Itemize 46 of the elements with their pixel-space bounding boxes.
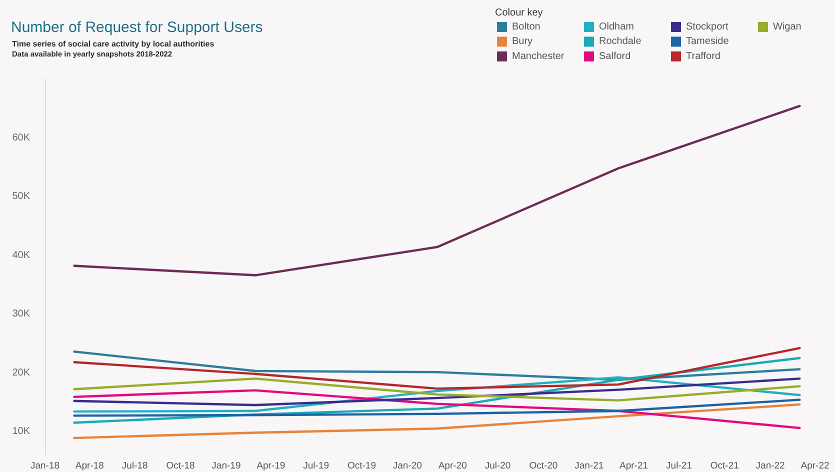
x-tick-label: Oct-19: [347, 460, 376, 472]
x-tick-label: Apr-21: [620, 460, 648, 472]
legend-label: Wigan: [773, 22, 802, 32]
line-series: [73, 389, 801, 430]
x-tick-label: Jul-18: [122, 460, 148, 472]
x-tick-label: Oct-18: [166, 460, 195, 472]
line-series: [73, 104, 801, 276]
legend-label: Bolton: [512, 22, 540, 32]
x-tick-label: Apr-20: [438, 460, 467, 472]
legend-label: Salford: [599, 50, 631, 62]
line-series: [73, 346, 801, 390]
y-tick-label: 40K: [12, 250, 30, 261]
x-tick-label: Jan-18: [30, 460, 60, 472]
legend-label: Stockport: [686, 22, 728, 32]
x-tick-label: Apr-22: [800, 460, 830, 472]
x-tick-label: Jan-22: [756, 460, 785, 472]
y-tick-label: 10K: [12, 426, 30, 437]
line-series: [73, 356, 801, 424]
x-tick-label: Jul-19: [303, 460, 329, 472]
legend-label: Bury: [512, 36, 533, 48]
line-series: [73, 398, 801, 417]
line-series: [73, 403, 801, 440]
y-tick-label: 60K: [12, 132, 30, 144]
legend-label: Manchester: [512, 50, 565, 62]
y-tick-label: 20K: [12, 367, 30, 378]
x-tick-label: Oct-20: [529, 460, 558, 472]
line-series: [73, 350, 801, 381]
legend-label: Rochdale: [599, 36, 642, 48]
x-tick-label: Jan-20: [392, 460, 422, 472]
line-series: [73, 377, 801, 402]
x-tick-label: Apr-18: [75, 460, 104, 472]
legend-label: Oldham: [599, 22, 634, 32]
y-tick-label: 50K: [12, 191, 30, 202]
x-tick-label: Oct-21: [710, 460, 739, 472]
chart-subtitle: Time series of social care activity by local authorities: [12, 40, 215, 48]
chart-title: Number of Request for Support Users: [11, 19, 263, 36]
x-tick-label: Jul-20: [484, 460, 511, 472]
x-tick-label: Jan-21: [574, 460, 604, 472]
x-tick-label: Apr-19: [256, 460, 286, 472]
y-tick-label: 30K: [12, 308, 30, 320]
x-tick-label: Jan-19: [212, 460, 241, 472]
x-tick-label: Jul-21: [666, 460, 692, 472]
legend-label: Tameside: [686, 36, 730, 48]
legend-label: Trafford: [686, 50, 720, 62]
legend-title: Colour key: [495, 8, 543, 18]
line-series: [73, 377, 801, 406]
